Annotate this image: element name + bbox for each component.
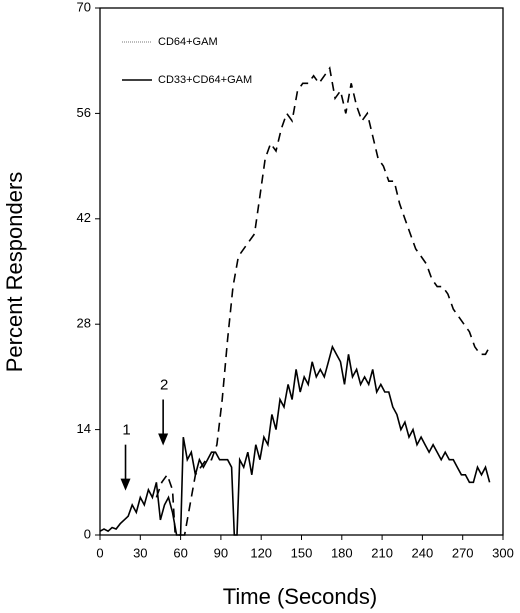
x-axis-title: Time (Seconds) [223, 584, 377, 609]
x-tick-label: 120 [250, 545, 272, 560]
x-tick-label: 300 [492, 545, 514, 560]
x-tick-label: 180 [331, 545, 353, 560]
annotation: 1 [122, 422, 130, 439]
x-tick-label: 210 [371, 545, 393, 560]
legend-label: CD33+CD64+GAM [158, 74, 252, 86]
y-tick-label: 56 [77, 105, 91, 120]
x-tick-label: 0 [96, 545, 103, 560]
annotation-arrowhead [158, 433, 169, 446]
annotation-arrowhead [120, 478, 131, 491]
data-line [155, 66, 491, 536]
x-tick-label: 90 [214, 545, 228, 560]
y-tick-label: 14 [77, 421, 91, 436]
x-tick-label: 150 [291, 545, 313, 560]
x-tick-label: 60 [173, 545, 187, 560]
legend-label: CD64+GAM [158, 36, 218, 48]
x-tick-label: 240 [412, 545, 434, 560]
data-line [99, 344, 491, 536]
x-tick-label: 270 [452, 545, 474, 560]
y-tick-label: 42 [77, 210, 91, 225]
x-tick-label: 30 [133, 545, 147, 560]
y-tick-label: 28 [77, 316, 91, 331]
annotation: 2 [160, 376, 168, 393]
y-axis-title: Percent Responders [2, 172, 27, 373]
y-tick-label: 0 [84, 526, 91, 541]
y-tick-label: 70 [77, 0, 91, 14]
